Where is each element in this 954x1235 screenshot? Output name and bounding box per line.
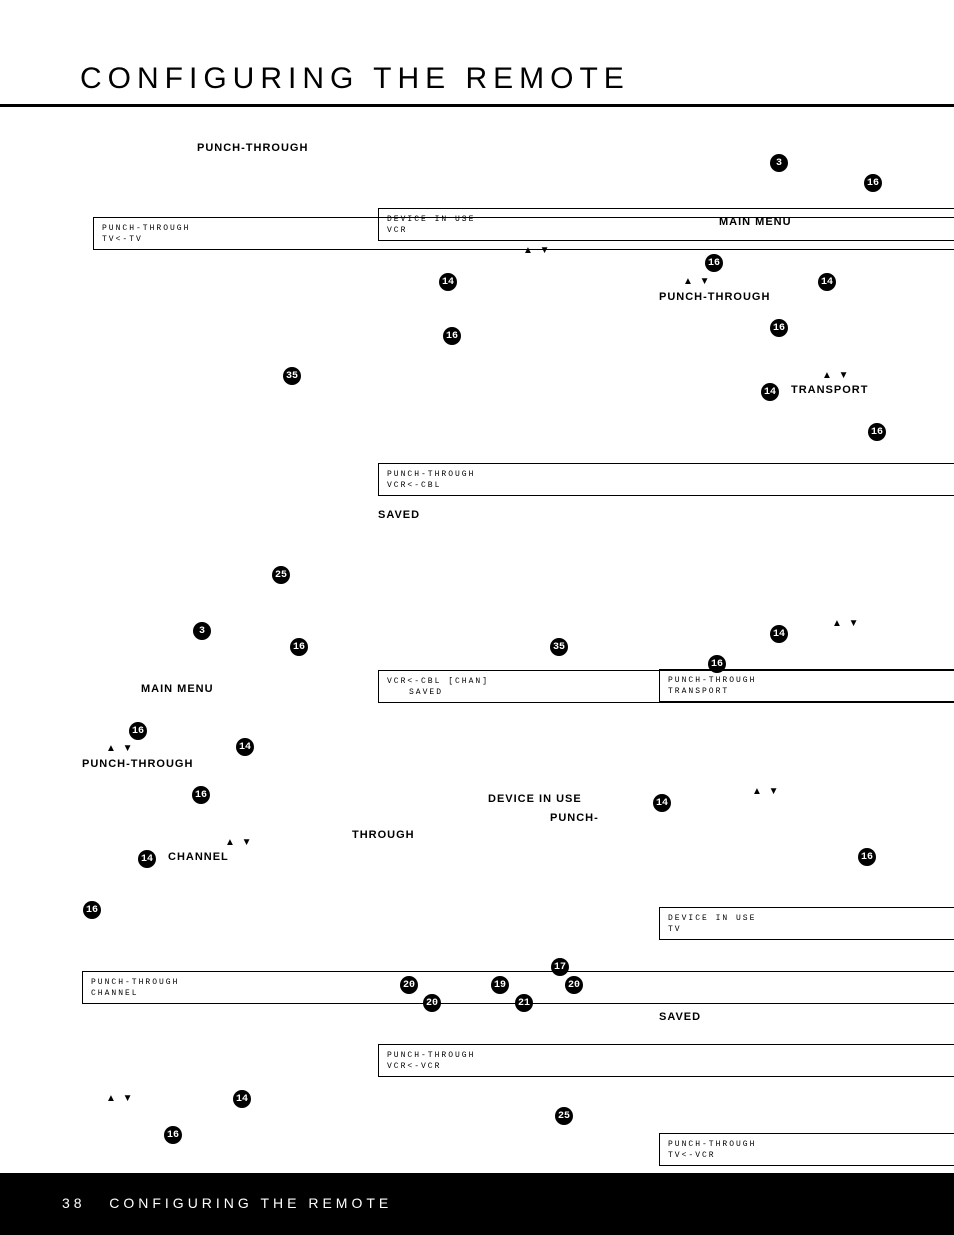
badge-3: 3 (193, 622, 211, 640)
updown-icon: ▲ ▼ (523, 245, 552, 256)
updown-icon: ▲ ▼ (225, 837, 254, 848)
box-line1: PUNCH-THROUGH (668, 675, 954, 686)
box-line1: PUNCH-THROUGH (668, 1139, 954, 1150)
badge-20: 20 (565, 976, 583, 994)
lbl-transport: TRANSPORT (791, 384, 868, 396)
box-dev-tv: DEVICE IN USE TV ▲ (659, 907, 954, 940)
box-dev-vcr: DEVICE IN USE VCR ▲ (378, 208, 954, 241)
updown-icon: ▲ ▼ (106, 1093, 135, 1104)
lbl-through: THROUGH (352, 829, 415, 841)
badge-16: 16 (290, 638, 308, 656)
footer-page-number: 38 (62, 1195, 86, 1211)
box-pt-vcr-vcr: PUNCH-THROUGH VCR<-VCR ▲ (378, 1044, 954, 1077)
box-pt-tv-vcr: PUNCH-THROUGH TV<-VCR ▲ (659, 1133, 954, 1166)
updown-icon: ▲ ▼ (822, 370, 851, 381)
badge-14: 14 (236, 738, 254, 756)
badge-3: 3 (770, 154, 788, 172)
lbl-device-in-use: DEVICE IN USE (488, 793, 582, 805)
badge-14: 14 (818, 273, 836, 291)
hdg-punch-through-c3: PUNCH-THROUGH (659, 291, 770, 303)
box-line2: TV (668, 924, 954, 935)
hdg-main-menu-c1: MAIN MENU (141, 683, 214, 695)
hdg-saved-c2: SAVED (378, 509, 420, 521)
box-line1: PUNCH-THROUGH (387, 1050, 954, 1061)
badge-14: 14 (439, 273, 457, 291)
badge-19: 19 (491, 976, 509, 994)
box-line2: VCR<-CBL (387, 480, 954, 491)
updown-icon: ▲ ▼ (683, 276, 712, 287)
badge-16: 16 (192, 786, 210, 804)
badge-14: 14 (770, 625, 788, 643)
box-line2: TRANSPORT (668, 686, 954, 697)
footer-text: 38 CONFIGURING THE REMOTE (62, 1195, 392, 1211)
box-line2: VCR<-VCR (387, 1061, 954, 1072)
badge-20: 20 (400, 976, 418, 994)
lbl-punch-dash: PUNCH- (550, 812, 599, 824)
box-line1: PUNCH-THROUGH (91, 977, 954, 988)
title-rule (0, 104, 954, 107)
box-line1: DEVICE IN USE (387, 214, 954, 225)
box-pt-vcr-cbl: PUNCH-THROUGH VCR<-CBL ▲ (378, 463, 954, 496)
badge-35: 35 (550, 638, 568, 656)
box-pt-transport: PUNCH-THROUGH TRANSPORT ▲ (659, 669, 954, 702)
box-line2: VCR (387, 225, 954, 236)
badge-25: 25 (555, 1107, 573, 1125)
box-line1: PUNCH-THROUGH (387, 469, 954, 480)
hdg-punch-through-c1: PUNCH-THROUGH (197, 142, 308, 154)
badge-14: 14 (653, 794, 671, 812)
badge-16: 16 (443, 327, 461, 345)
hdg-main-menu-c3: MAIN MENU (719, 216, 792, 228)
updown-icon: ▲ ▼ (106, 743, 135, 754)
page-footer: 38 CONFIGURING THE REMOTE (0, 1173, 954, 1235)
badge-20: 20 (423, 994, 441, 1012)
badge-16: 16 (858, 848, 876, 866)
footer-title: CONFIGURING THE REMOTE (109, 1195, 392, 1211)
hdg-punch-through-c1b: PUNCH-THROUGH (82, 758, 193, 770)
manual-page: CONFIGURING THE REMOTE PUNCH-THROUGH PUN… (0, 0, 954, 1235)
badge-16: 16 (164, 1126, 182, 1144)
badge-16: 16 (868, 423, 886, 441)
badge-16: 16 (83, 901, 101, 919)
box-line2: TV<-VCR (668, 1150, 954, 1161)
badge-14: 14 (138, 850, 156, 868)
badge-16: 16 (864, 174, 882, 192)
updown-icon: ▲ ▼ (752, 786, 781, 797)
box-line1: DEVICE IN USE (668, 913, 954, 924)
badge-14: 14 (233, 1090, 251, 1108)
badge-25: 25 (272, 566, 290, 584)
updown-icon: ▲ ▼ (832, 618, 861, 629)
badge-35: 35 (283, 367, 301, 385)
badge-14: 14 (761, 383, 779, 401)
badge-16: 16 (708, 655, 726, 673)
badge-16: 16 (129, 722, 147, 740)
badge-16: 16 (705, 254, 723, 272)
badge-17: 17 (551, 958, 569, 976)
badge-21: 21 (515, 994, 533, 1012)
hdg-saved-c3: SAVED (659, 1011, 701, 1023)
page-title: CONFIGURING THE REMOTE (80, 62, 630, 96)
badge-16: 16 (770, 319, 788, 337)
lbl-channel: CHANNEL (168, 851, 229, 863)
